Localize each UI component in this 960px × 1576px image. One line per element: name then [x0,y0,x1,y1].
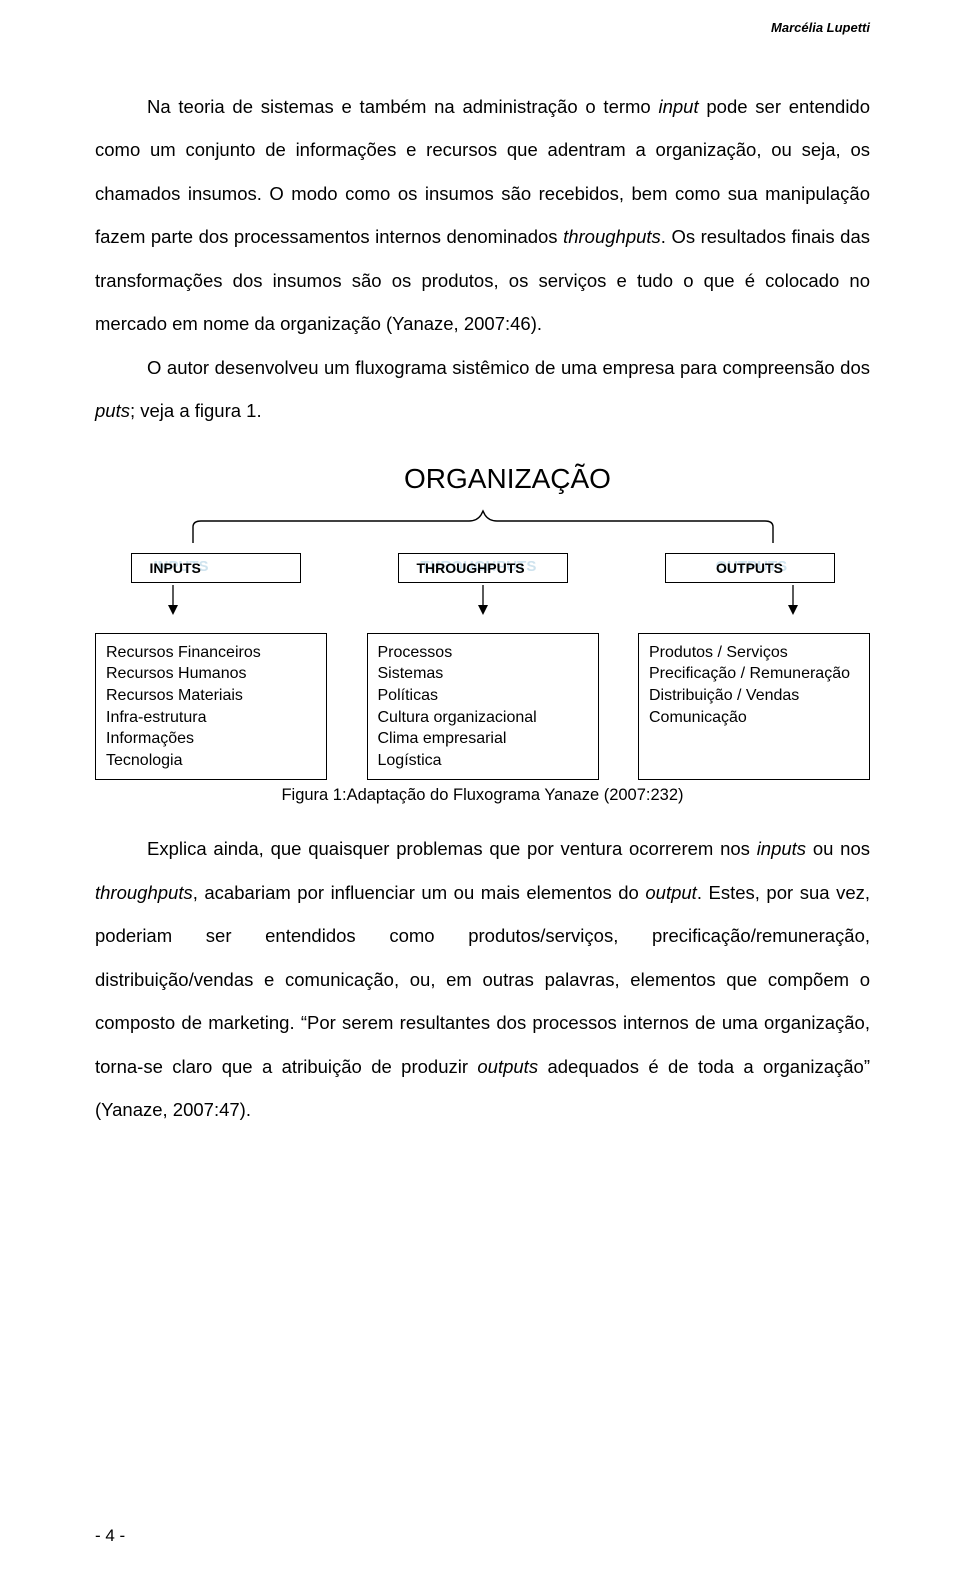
lists-row: Recursos FinanceirosRecursos HumanosRecu… [95,633,870,781]
p2-text-a: O autor desenvolveu um fluxograma sistêm… [147,357,870,378]
label-box-throughputs: THROUGHPUTS THROUGHPUTS [398,553,568,583]
p3-b: inputs [757,838,806,859]
arrow-throughputs [398,585,568,619]
p1-text-a: Na teoria de sistemas e também na admini… [147,96,658,117]
p3-e: , acabariam por influenciar um ou mais e… [193,882,646,903]
arrow-outputs [665,585,835,619]
label-box-inputs: INPUTS INPUTS [131,553,301,583]
col-throughputs: THROUGHPUTS THROUGHPUTS [362,553,603,619]
page: Marcélia Lupetti Na teoria de sistemas e… [0,0,960,1576]
figure-caption: Figura 1:Adaptação do Fluxograma Yanaze … [95,786,870,805]
p2-text-c: ; veja a figura 1. [130,400,262,421]
col-outputs: OUTPUTS OUTPUTS [629,553,870,619]
p3-f: output [645,882,696,903]
label-text-outputs: OUTPUTS [716,560,783,576]
bracket [153,505,813,545]
col-inputs: INPUTS INPUTS [95,553,336,619]
p3-a: Explica ainda, que quaisquer problemas q… [147,838,757,859]
p3-d: throughputs [95,882,193,903]
page-number: - 4 - [95,1526,125,1546]
p3-g: . Estes, por sua vez, poderiam ser enten… [95,882,870,1077]
p1-italic-throughputs: throughputs [563,226,661,247]
p1-italic-input: input [658,96,698,117]
arrow-inputs [131,585,301,619]
p3-h: outputs [477,1056,538,1077]
p1-text-c: pode ser entendido como um conjunto de i… [95,96,870,247]
label-text-throughputs: THROUGHPUTS [417,560,525,576]
diagram-title: ORGANIZAÇÃO [95,463,870,495]
list-outputs: Produtos / ServiçosPrecificação / Remune… [638,633,870,781]
paragraph-1: Na teoria de sistemas e também na admini… [95,85,870,346]
list-inputs: Recursos FinanceirosRecursos HumanosRecu… [95,633,327,781]
bracket-svg [173,505,793,545]
p2-italic-puts: puts [95,400,130,421]
p3-c: ou nos [806,838,870,859]
label-row: INPUTS INPUTS THROUGHPUTS THROUGHPUTS OU… [95,553,870,619]
paragraph-3: Explica ainda, que quaisquer problemas q… [95,827,870,1131]
paragraph-2: O autor desenvolveu um fluxograma sistêm… [95,346,870,433]
label-box-outputs: OUTPUTS OUTPUTS [665,553,835,583]
list-throughputs: ProcessosSistemasPolíticasCultura organi… [367,633,599,781]
header-author: Marcélia Lupetti [95,20,870,35]
label-text-inputs: INPUTS [150,560,201,576]
